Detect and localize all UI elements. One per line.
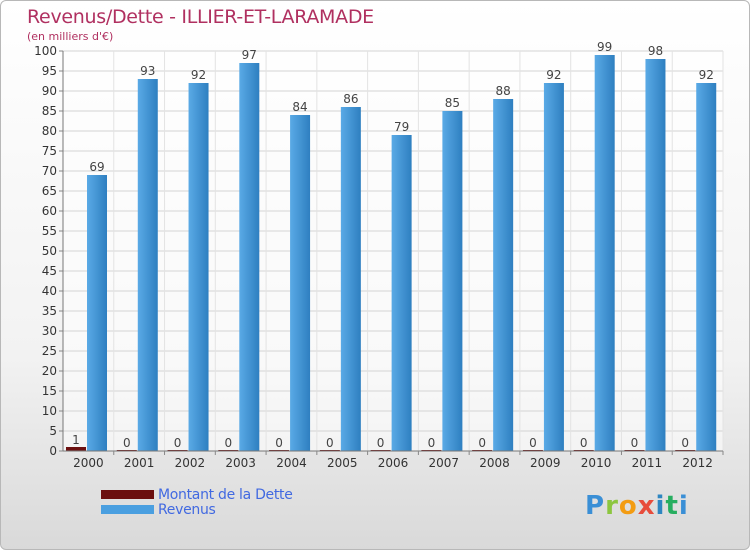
- debt-bar: [66, 447, 86, 451]
- y-tick-label: 45: [42, 264, 57, 278]
- debt-data-label: 1: [72, 433, 80, 447]
- legend-item-debt: Montant de la Dette: [101, 486, 293, 503]
- x-tick-label: 2004: [276, 456, 307, 470]
- debt-data-label: 0: [123, 436, 131, 450]
- legend-label-revenue: Revenus: [158, 501, 216, 518]
- x-axis: 2000 2001 2002 2003 2004 2005 2006 2007 2008 2009…: [63, 450, 724, 470]
- debt-data-label: 0: [326, 436, 334, 450]
- y-tick-label: 85: [42, 104, 57, 118]
- revenue-bar: [493, 99, 514, 451]
- revenue-data-label: 84: [292, 100, 307, 114]
- revenue-bar: [696, 83, 717, 451]
- y-tick-label: 60: [42, 204, 57, 218]
- debt-data-label: 0: [275, 436, 283, 450]
- revenue-bar: [340, 107, 361, 451]
- y-tick-label: 80: [42, 124, 57, 138]
- chart-title: Revenus/Dette - ILLIER-ET-LARAMADE: [27, 6, 374, 28]
- legend-item-revenue: Revenus: [101, 501, 293, 518]
- revenue-data-label: 92: [546, 68, 561, 82]
- x-tick-label: 2002: [175, 456, 206, 470]
- logo-letter: P: [585, 491, 606, 521]
- proxiti-logo: Proxiti: [585, 491, 689, 521]
- y-tick-label: 10: [42, 404, 57, 418]
- revenue-data-label: 69: [89, 160, 104, 174]
- logo-letter: o: [618, 491, 638, 521]
- y-tick-label: 75: [42, 144, 57, 158]
- debt-data-label: 0: [580, 436, 588, 450]
- revenue-bar: [391, 135, 412, 451]
- y-tick-label: 90: [42, 84, 57, 98]
- debt-data-label: 0: [529, 436, 537, 450]
- revenue-data-label: 97: [242, 48, 257, 62]
- x-tick-label: 2012: [682, 456, 713, 470]
- revenue-bar: [442, 111, 463, 451]
- x-tick-label: 2011: [632, 456, 663, 470]
- revenue-data-label: 98: [648, 44, 663, 58]
- chart-subtitle: (en milliers d'€): [27, 30, 114, 43]
- logo-letter: i: [678, 491, 689, 521]
- revenue-bar: [188, 83, 209, 451]
- y-tick-label: 35: [42, 304, 57, 318]
- y-axis: 0 5 10 15 20 25 30 35 40 45 50 55 60 65 70 75 80 85 90 95 10…: [34, 44, 64, 458]
- logo-letter: i: [655, 491, 666, 521]
- y-tick-label: 55: [42, 224, 57, 238]
- x-tick-label: 2000: [73, 456, 104, 470]
- y-tick-label: 70: [42, 164, 57, 178]
- x-tick-label: 2003: [225, 456, 256, 470]
- revenue-bar: [543, 83, 564, 451]
- debt-data-label: 0: [377, 436, 385, 450]
- revenue-data-label: 86: [343, 92, 358, 106]
- revenue-data-label: 92: [191, 68, 206, 82]
- legend-swatch-debt: [101, 490, 154, 499]
- debt-data-label: 0: [478, 436, 486, 450]
- x-tick-label: 2010: [581, 456, 612, 470]
- revenue-bar: [239, 63, 260, 451]
- y-tick-label: 65: [42, 184, 57, 198]
- y-tick-label: 5: [49, 424, 57, 438]
- y-tick-label: 95: [42, 64, 57, 78]
- revenue-data-label: 88: [496, 84, 511, 98]
- logo-letter: t: [665, 491, 679, 521]
- y-tick-label: 30: [42, 324, 57, 338]
- revenue-bar: [87, 175, 107, 451]
- debt-data-label: 0: [224, 436, 232, 450]
- x-tick-label: 2005: [327, 456, 358, 470]
- x-tick-label: 2001: [124, 456, 155, 470]
- debt-data-label: 0: [631, 436, 639, 450]
- revenue-bar: [594, 55, 615, 451]
- revenue-data-label: 93: [140, 64, 155, 78]
- x-tick-label: 2008: [479, 456, 510, 470]
- x-tick-label: 2006: [378, 456, 409, 470]
- y-tick-label: 15: [42, 384, 57, 398]
- debt-data-label: 0: [428, 436, 436, 450]
- revenue-bar: [645, 59, 666, 451]
- y-tick-label: 25: [42, 344, 57, 358]
- legend-swatch-revenue: [101, 505, 154, 514]
- y-tick-label: 100: [34, 44, 57, 58]
- revenue-data-label: 99: [597, 40, 612, 54]
- revenue-data-label: 85: [445, 96, 460, 110]
- y-tick-label: 40: [42, 284, 57, 298]
- bars: 1 69 0 93 0 92 0 97 0 84 0 86 0 79 0 85 0 88 0 92 0 99 0 98 0 92: [66, 40, 717, 451]
- revenue-bar: [137, 79, 158, 451]
- revenue-data-label: 92: [699, 68, 714, 82]
- revenue-data-label: 79: [394, 120, 409, 134]
- x-tick-label: 2009: [530, 456, 561, 470]
- y-tick-label: 50: [42, 244, 57, 258]
- x-tick-label: 2007: [428, 456, 459, 470]
- debt-data-label: 0: [681, 436, 689, 450]
- debt-data-label: 0: [174, 436, 182, 450]
- y-tick-label: 0: [49, 444, 57, 458]
- logo-letter: r: [605, 491, 619, 521]
- revenue-bar: [290, 115, 311, 451]
- legend-label-debt: Montant de la Dette: [158, 486, 293, 503]
- y-tick-label: 20: [42, 364, 57, 378]
- legend: Montant de la Dette Revenus: [101, 486, 293, 518]
- logo-letter: x: [637, 491, 656, 521]
